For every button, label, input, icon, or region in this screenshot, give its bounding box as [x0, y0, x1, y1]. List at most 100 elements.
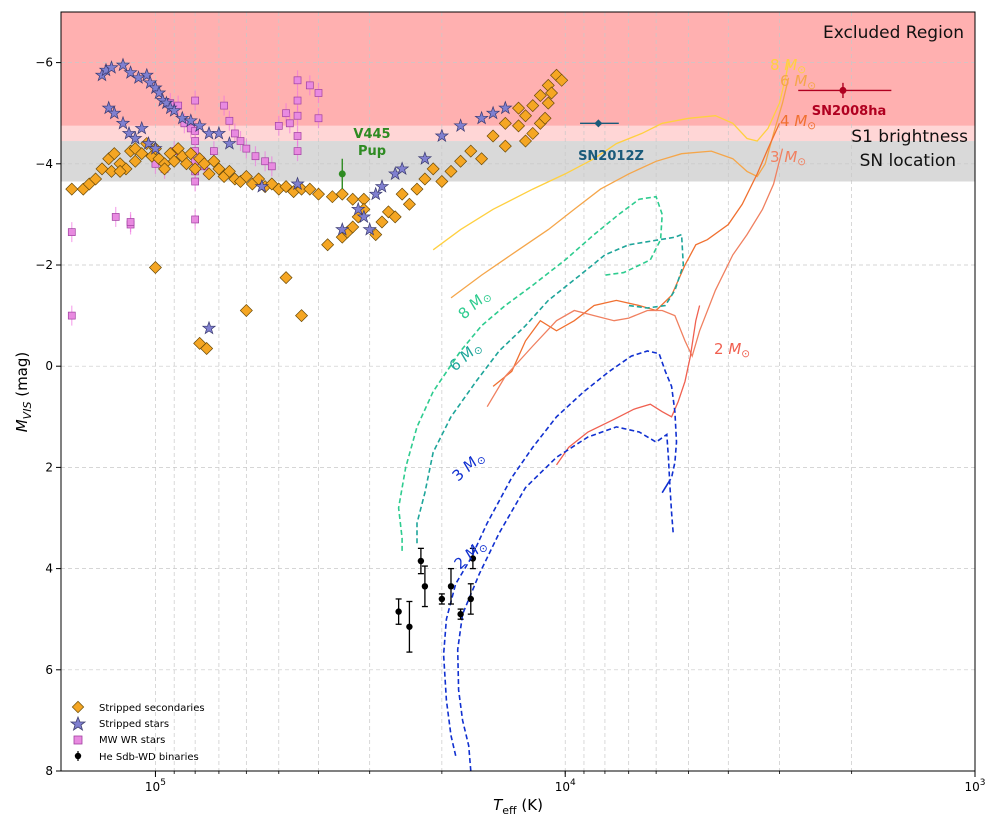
- stripped-star-point: [254, 179, 270, 193]
- stripped-secondary-point: [545, 86, 559, 100]
- wr-star-point: [274, 121, 283, 130]
- stripped-star-point: [148, 80, 163, 95]
- legend-label: Stripped stars: [99, 719, 169, 730]
- wr-star-point: [293, 111, 302, 120]
- label-v445-pup-line1: V445: [353, 127, 390, 142]
- stripped-secondary-point: [519, 134, 532, 148]
- sdb-wd-point: [417, 557, 425, 565]
- y-tick-label: 8: [45, 764, 53, 778]
- stripped-secondary-point: [202, 167, 216, 181]
- stripped-secondary-point: [222, 164, 236, 178]
- stripped-star-point: [222, 136, 237, 150]
- stripped-secondary-point: [239, 304, 253, 318]
- sdb-wd-point: [447, 583, 455, 590]
- stripped-star-point: [362, 222, 377, 236]
- stripped-star-point: [141, 136, 156, 150]
- legend: Stripped secondaries Stripped stars MW W…: [69, 700, 205, 763]
- legend-entry-stripped-stars: Stripped stars: [69, 715, 169, 731]
- wr-star-point: [191, 96, 199, 105]
- stripped-star-point: [498, 100, 513, 115]
- sdb-wd-point: [467, 595, 474, 603]
- stripped-secondary-point: [239, 169, 253, 183]
- stripped-star-point: [453, 118, 468, 132]
- y-tick-label: −4: [35, 157, 53, 171]
- legend-star-icon: [69, 715, 87, 731]
- legend-label: Stripped secondaries: [99, 703, 205, 714]
- stripped-secondary-point: [395, 187, 409, 201]
- stripped-star-point: [356, 209, 372, 224]
- wr-star-point: [191, 215, 199, 224]
- stripped-secondary-point: [538, 111, 552, 125]
- label-secondary-8msun: 8 M⊙: [455, 285, 495, 324]
- stripped-star-point: [211, 125, 227, 140]
- stripped-secondary-point: [325, 190, 339, 204]
- stripped-secondary-point: [475, 152, 489, 166]
- secondary-track-8msun: [397, 195, 664, 551]
- stripped-star-point: [350, 201, 366, 216]
- label-sn2008ha: SN2008ha: [812, 104, 886, 119]
- stripped-secondary-point: [512, 101, 526, 115]
- stripped-star-point: [115, 57, 131, 72]
- wr-star-point: [293, 96, 302, 105]
- wr-star-point: [225, 116, 234, 125]
- stripped-star-point: [485, 105, 501, 120]
- wr-star-point: [305, 81, 314, 90]
- legend-label: MW WR stars: [99, 735, 165, 746]
- stripped-secondary-point: [212, 162, 226, 176]
- label-mesa-2msun: 2 M⊙: [714, 340, 750, 360]
- stripped-secondary-point: [95, 162, 109, 176]
- stripped-secondary-point: [435, 175, 449, 189]
- stripped-secondary-point: [410, 182, 424, 196]
- wr-star-point: [293, 147, 302, 155]
- stripped-star-point: [123, 65, 138, 79]
- legend-square-icon: [73, 735, 83, 745]
- mesa-track-2msun: [555, 305, 701, 466]
- wr-star-point: [293, 76, 302, 85]
- label-mesa-6msun: 6 M⊙: [780, 72, 816, 92]
- data-points: [65, 57, 569, 653]
- mesa-track-3msun: [486, 148, 784, 408]
- stripped-secondary-point: [65, 182, 79, 196]
- secondary-track-6msun: [416, 233, 685, 544]
- band-label-excluded: Excluded Region: [823, 23, 964, 43]
- stripped-star-point: [374, 179, 390, 193]
- stripped-star-point: [175, 110, 190, 125]
- wr-star-point: [267, 162, 276, 171]
- wr-star-point: [236, 137, 245, 145]
- stripped-star-point: [434, 128, 450, 143]
- stripped-star-point: [115, 115, 131, 130]
- stripped-star-point: [183, 113, 198, 127]
- v445-pup-point: [338, 170, 346, 178]
- wr-star-point: [251, 152, 260, 161]
- y-tick-label: 6: [45, 663, 53, 677]
- stripped-secondary-point: [512, 119, 526, 133]
- label-secondary-3msun: 3 M⊙: [449, 447, 489, 486]
- stripped-secondary-point: [188, 162, 202, 176]
- stripped-secondary-point: [464, 144, 478, 158]
- y-tick-label: 2: [45, 460, 53, 474]
- x-axis-label: Teff (K): [493, 796, 543, 817]
- axes: −6 −4 −2 0 2 4 6 8 105 104 103: [35, 56, 985, 794]
- stripped-secondary-point: [418, 172, 432, 186]
- stripped-secondary-point: [388, 210, 402, 224]
- stripped-secondary-point: [402, 197, 416, 211]
- stripped-secondary-point: [444, 164, 458, 178]
- stripped-star-point: [101, 100, 116, 115]
- stripped-star-point: [290, 176, 305, 191]
- wr-star-point: [191, 177, 199, 186]
- stripped-secondary-point: [158, 162, 172, 176]
- label-mesa-4msun: 4 M⊙: [780, 112, 816, 132]
- legend-entry-mw-wr-stars: MW WR stars: [73, 735, 165, 746]
- y-tick-label: 4: [45, 562, 53, 576]
- stripped-secondary-point: [555, 73, 569, 87]
- stripped-secondary-point: [346, 220, 360, 234]
- stripped-secondary-point: [89, 172, 103, 186]
- label-secondary-6msun: 6 M⊙: [446, 337, 486, 376]
- evolution-tracks: [397, 62, 790, 771]
- mesa-track-6msun: [450, 77, 790, 299]
- stripped-secondary-point: [279, 271, 293, 285]
- stripped-star-point: [394, 161, 410, 175]
- wr-star-point: [285, 119, 294, 128]
- stripped-secondary-point: [105, 164, 118, 178]
- stripped-secondary-point: [541, 96, 555, 110]
